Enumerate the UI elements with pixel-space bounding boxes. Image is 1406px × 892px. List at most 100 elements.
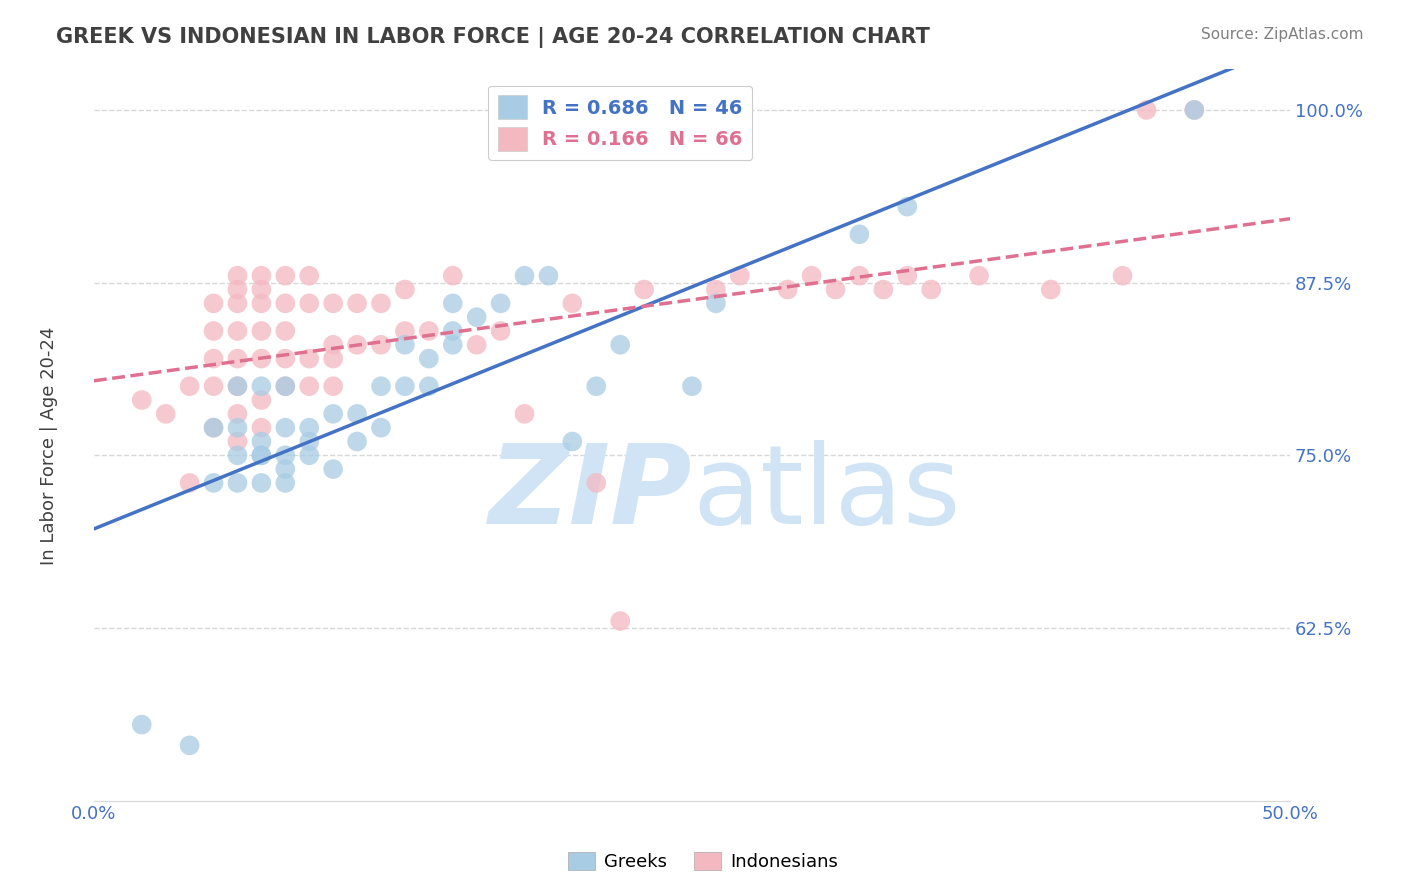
Point bbox=[202, 351, 225, 366]
Point bbox=[920, 283, 942, 297]
Text: ZIP: ZIP bbox=[488, 440, 692, 547]
Point bbox=[298, 351, 321, 366]
Point bbox=[226, 407, 249, 421]
Point bbox=[131, 392, 153, 407]
Point bbox=[250, 283, 273, 297]
Legend: Greeks, Indonesians: Greeks, Indonesians bbox=[561, 845, 845, 879]
Point bbox=[370, 379, 392, 393]
Point bbox=[298, 448, 321, 462]
Point bbox=[370, 420, 392, 434]
Point bbox=[226, 296, 249, 310]
Point bbox=[202, 324, 225, 338]
Point bbox=[394, 324, 416, 338]
Point bbox=[489, 296, 512, 310]
Point bbox=[561, 434, 583, 449]
Text: Source: ZipAtlas.com: Source: ZipAtlas.com bbox=[1201, 27, 1364, 42]
Text: GREEK VS INDONESIAN IN LABOR FORCE | AGE 20-24 CORRELATION CHART: GREEK VS INDONESIAN IN LABOR FORCE | AGE… bbox=[56, 27, 931, 48]
Point bbox=[250, 296, 273, 310]
Point bbox=[250, 379, 273, 393]
Point bbox=[322, 407, 344, 421]
Point bbox=[848, 268, 870, 283]
Point bbox=[274, 324, 297, 338]
Point bbox=[274, 379, 297, 393]
Point bbox=[346, 296, 368, 310]
Point bbox=[418, 379, 440, 393]
Point bbox=[202, 420, 225, 434]
Point bbox=[681, 379, 703, 393]
Point bbox=[226, 268, 249, 283]
Point bbox=[274, 268, 297, 283]
Point bbox=[274, 462, 297, 476]
Point bbox=[609, 338, 631, 352]
Point bbox=[250, 324, 273, 338]
Point bbox=[513, 268, 536, 283]
Point bbox=[370, 338, 392, 352]
Point bbox=[1182, 103, 1205, 117]
Point bbox=[226, 434, 249, 449]
Point bbox=[226, 475, 249, 490]
Point bbox=[513, 407, 536, 421]
Point bbox=[274, 351, 297, 366]
Point bbox=[776, 283, 799, 297]
Point bbox=[322, 462, 344, 476]
Point bbox=[250, 351, 273, 366]
Point bbox=[441, 338, 464, 352]
Point bbox=[250, 420, 273, 434]
Point bbox=[824, 283, 846, 297]
Point bbox=[179, 475, 201, 490]
Point bbox=[274, 448, 297, 462]
Point bbox=[322, 379, 344, 393]
Point bbox=[226, 420, 249, 434]
Point bbox=[872, 283, 894, 297]
Point bbox=[250, 475, 273, 490]
Point bbox=[322, 296, 344, 310]
Point bbox=[155, 407, 177, 421]
Point bbox=[585, 475, 607, 490]
Point bbox=[728, 268, 751, 283]
Point bbox=[1039, 283, 1062, 297]
Point bbox=[298, 296, 321, 310]
Text: atlas: atlas bbox=[692, 440, 960, 547]
Point bbox=[465, 338, 488, 352]
Point bbox=[704, 296, 727, 310]
Point bbox=[418, 324, 440, 338]
Point bbox=[465, 310, 488, 325]
Point bbox=[346, 338, 368, 352]
Point bbox=[226, 448, 249, 462]
Point bbox=[250, 448, 273, 462]
Point bbox=[561, 296, 583, 310]
Point bbox=[250, 434, 273, 449]
Point bbox=[609, 614, 631, 628]
Point bbox=[298, 379, 321, 393]
Point bbox=[298, 420, 321, 434]
Point bbox=[346, 407, 368, 421]
Legend: R = 0.686   N = 46, R = 0.166   N = 66: R = 0.686 N = 46, R = 0.166 N = 66 bbox=[488, 86, 752, 161]
Point bbox=[274, 420, 297, 434]
Point bbox=[179, 379, 201, 393]
Point bbox=[537, 268, 560, 283]
Point bbox=[226, 283, 249, 297]
Point bbox=[346, 434, 368, 449]
Point bbox=[1182, 103, 1205, 117]
Point bbox=[274, 475, 297, 490]
Point bbox=[250, 392, 273, 407]
Point bbox=[179, 739, 201, 753]
Text: In Labor Force | Age 20-24: In Labor Force | Age 20-24 bbox=[41, 326, 58, 566]
Point bbox=[704, 283, 727, 297]
Point bbox=[1135, 103, 1157, 117]
Point bbox=[441, 324, 464, 338]
Point bbox=[322, 351, 344, 366]
Point bbox=[394, 283, 416, 297]
Point bbox=[250, 448, 273, 462]
Point bbox=[298, 434, 321, 449]
Point bbox=[226, 379, 249, 393]
Point bbox=[131, 717, 153, 731]
Point bbox=[394, 379, 416, 393]
Point bbox=[250, 268, 273, 283]
Point bbox=[274, 296, 297, 310]
Point bbox=[202, 420, 225, 434]
Point bbox=[226, 324, 249, 338]
Point bbox=[226, 351, 249, 366]
Point bbox=[896, 200, 918, 214]
Point bbox=[202, 379, 225, 393]
